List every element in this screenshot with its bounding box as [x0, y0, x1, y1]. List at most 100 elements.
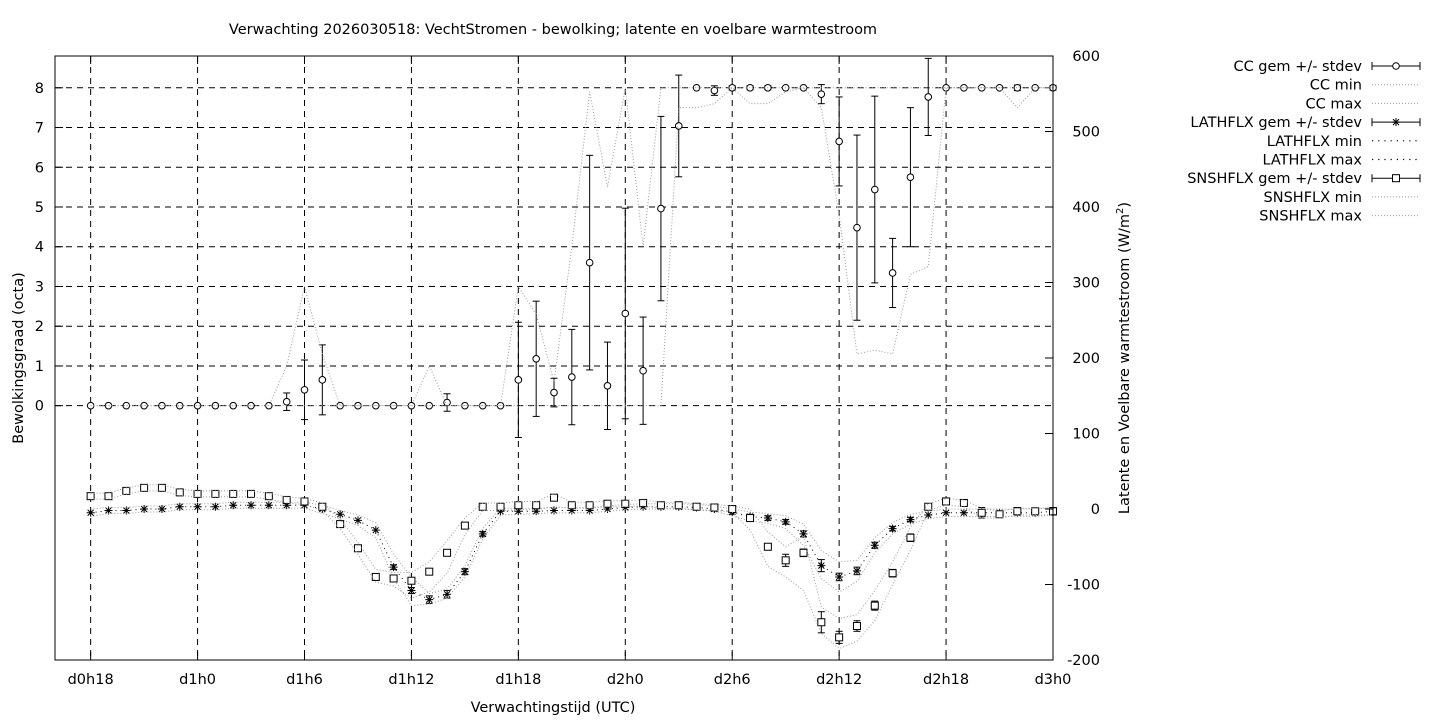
y-left-tick-label: 4 — [35, 240, 44, 256]
data-point — [870, 601, 879, 610]
data-point — [389, 563, 398, 572]
legend-label: LATHFLX min — [1267, 134, 1362, 150]
y-axis-right: -200 -100 0 100 200 300 400 500 600 — [1045, 49, 1100, 669]
data-point — [211, 502, 220, 511]
y-axis-right-label: Latente en Voelbare warmtestroom (W/m2) — [1115, 202, 1133, 514]
data-point — [336, 510, 345, 519]
series-line — [90, 501, 1054, 595]
data-point — [247, 501, 256, 510]
data-point — [888, 269, 897, 277]
data-point — [835, 572, 844, 581]
data-point — [639, 366, 647, 375]
data-point — [621, 309, 630, 318]
data-point — [532, 507, 541, 516]
data-point — [746, 514, 755, 523]
y-axis-right-label-end: ) — [1117, 202, 1133, 208]
x-axis-label: Verwachtingstijd (UTC) — [471, 700, 636, 716]
data-point — [567, 506, 576, 515]
x-tick-label: d2h18 — [923, 672, 969, 688]
series-line — [90, 507, 1054, 607]
data-point — [158, 401, 166, 410]
y-right-tick-label: 100 — [1072, 427, 1100, 443]
y-left-tick-label: 0 — [35, 399, 44, 415]
data-point — [193, 401, 202, 410]
data-point — [942, 497, 951, 506]
data-point — [175, 401, 184, 410]
data-point — [389, 574, 398, 583]
data-point — [443, 548, 452, 557]
data-point — [514, 376, 523, 384]
data-point — [924, 502, 933, 511]
legend-label: CC gem +/- stdev — [1233, 59, 1362, 75]
data-point — [86, 508, 95, 517]
data-point — [763, 542, 772, 551]
legend-marker — [1392, 174, 1400, 183]
y-right-tick-label: 0 — [1091, 502, 1100, 518]
data-point — [104, 506, 113, 515]
series-snshflx-gem-stdev — [86, 483, 1057, 644]
data-point — [318, 502, 327, 511]
plot-frame — [54, 55, 1054, 661]
data-point — [603, 382, 612, 390]
data-point — [888, 569, 897, 578]
data-point — [282, 397, 291, 406]
data-point — [603, 505, 612, 513]
data-point — [1013, 507, 1022, 516]
data-point — [852, 622, 861, 631]
data-point — [318, 376, 327, 384]
y-axis-left-label: Bewolkingsgraad (octa) — [11, 272, 27, 443]
data-point — [300, 385, 309, 394]
x-tick-label: d1h0 — [179, 672, 216, 688]
data-point — [407, 586, 416, 595]
data-point — [781, 517, 790, 526]
data-point — [906, 173, 915, 181]
data-point — [157, 483, 166, 492]
data-point — [229, 501, 238, 510]
data-point — [763, 514, 772, 523]
data-point — [193, 489, 202, 498]
data-point — [835, 633, 844, 642]
data-point — [211, 489, 220, 498]
data-point — [692, 83, 701, 92]
data-point — [193, 502, 202, 511]
data-point — [674, 122, 683, 130]
chart-title: Verwachting 2026030518: VechtStromen - b… — [229, 22, 877, 38]
data-point — [478, 502, 487, 511]
y-right-tick-label: -200 — [1067, 653, 1100, 669]
data-point — [122, 401, 131, 410]
data-point — [977, 508, 986, 517]
x-tick-label: d0h18 — [68, 672, 114, 688]
series-cc-max — [90, 87, 1053, 407]
data-point — [496, 502, 505, 511]
data-point — [995, 510, 1004, 519]
x-tick-label: d2h6 — [714, 672, 751, 688]
data-point — [247, 401, 255, 410]
data-point — [371, 526, 380, 535]
data-point — [443, 590, 452, 599]
x-tick-label: d3h0 — [1035, 672, 1072, 688]
y-right-tick-label: 600 — [1072, 49, 1100, 65]
x-tick-label: d1h12 — [388, 672, 434, 688]
x-axis: d0h18 d1h0 d1h6 d1h12 d1h18 d2h0 d2h6 d2h12 d2h1… — [68, 56, 1072, 688]
y-axis-right-label-sup: 2 — [1115, 208, 1126, 214]
data-point — [140, 505, 149, 513]
data-point — [104, 492, 113, 501]
data-point — [728, 83, 737, 92]
y-right-tick-label: -100 — [1067, 578, 1100, 594]
data-point — [959, 498, 968, 507]
data-point — [140, 401, 148, 410]
data-point — [353, 544, 362, 553]
data-point — [1031, 507, 1040, 516]
legend-label: SNSHFLX min — [1264, 190, 1362, 206]
series-line — [90, 490, 1053, 650]
y-right-tick-label: 400 — [1072, 200, 1100, 216]
x-tick-label: d1h18 — [495, 672, 541, 688]
x-tick-label: d2h12 — [816, 672, 862, 688]
data-point — [496, 507, 505, 516]
data-point — [567, 501, 576, 510]
series-line — [90, 87, 1053, 407]
data-point — [799, 548, 808, 557]
x-tick-label: d2h0 — [607, 672, 644, 688]
data-point — [550, 388, 558, 397]
data-point — [514, 501, 523, 510]
